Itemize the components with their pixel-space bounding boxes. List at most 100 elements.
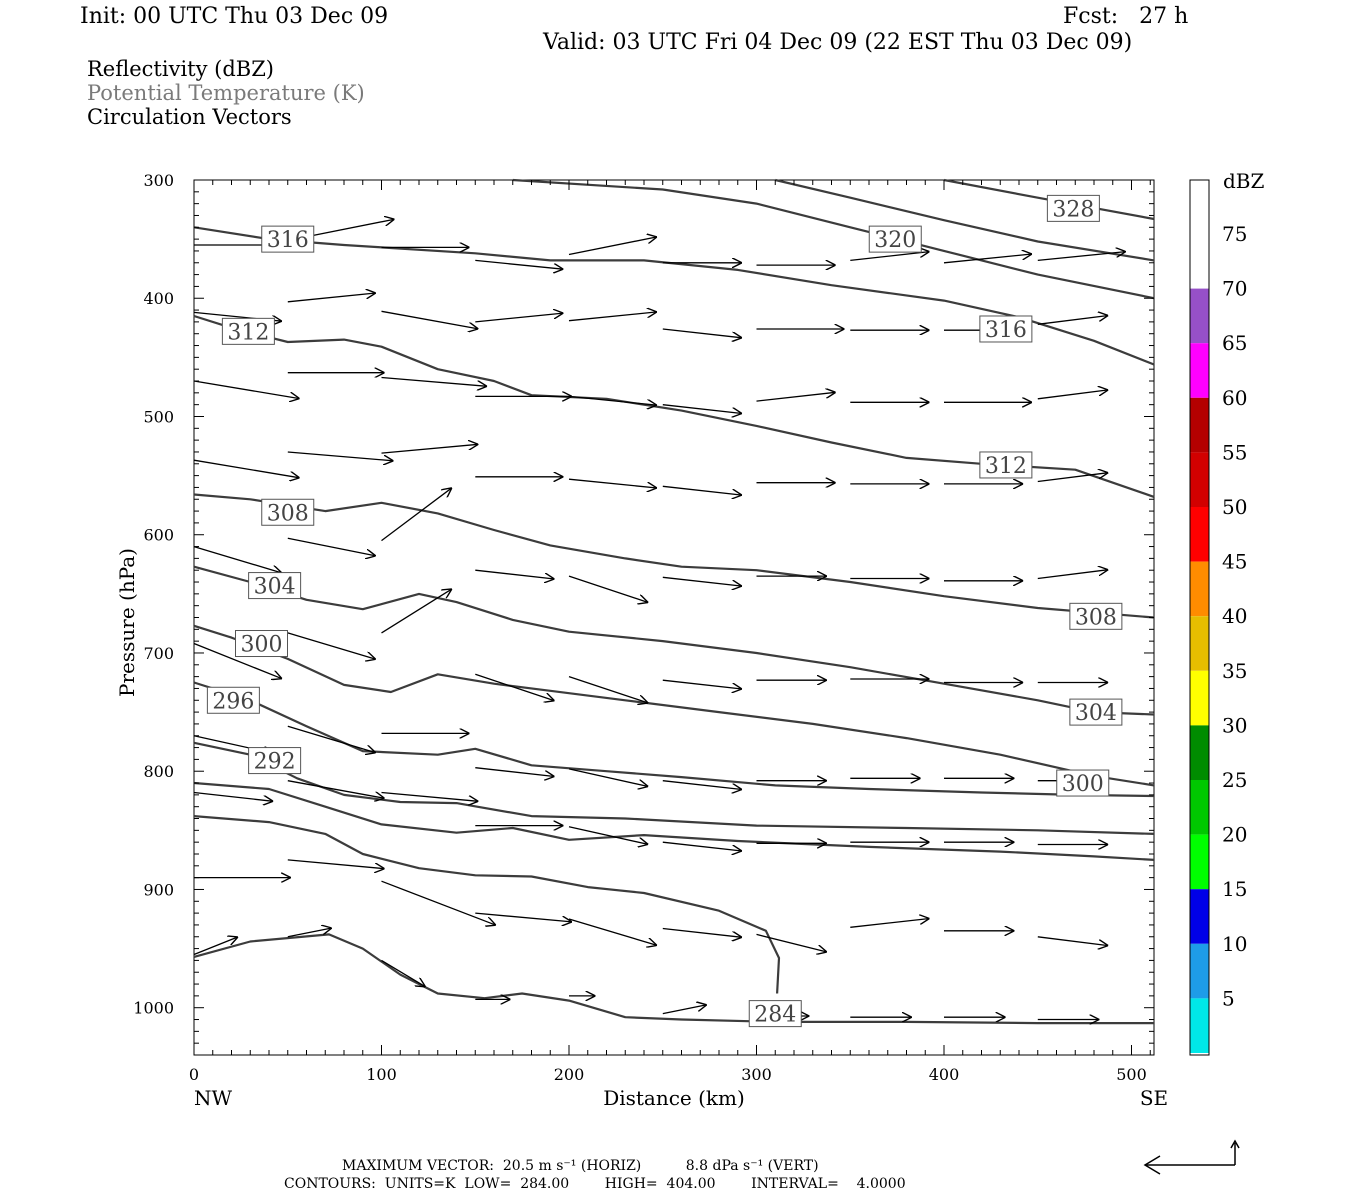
contour-label-284: 284 — [754, 1003, 796, 1028]
contour-line-296 — [193, 681, 1155, 798]
circulation-vector — [381, 376, 488, 387]
circulation-vector — [1037, 252, 1126, 262]
colorbar-label: 25 — [1222, 768, 1247, 792]
x-left-end-label: NW — [194, 1086, 233, 1110]
contour-label-box — [261, 225, 315, 253]
contour-label-box — [1046, 194, 1100, 222]
circulation-vector — [381, 959, 426, 986]
contour-line-284 — [193, 933, 1154, 1025]
circulation-vector — [662, 404, 742, 414]
colorbar-segment — [1190, 943, 1209, 999]
circulation-vector — [1037, 936, 1108, 946]
y-tick-label: 400 — [143, 289, 174, 308]
contour-line-300 — [193, 624, 1155, 787]
circulation-vector — [287, 928, 332, 938]
colorbar-segment — [1190, 397, 1209, 453]
contour-line-288 — [193, 781, 1155, 861]
colorbar-segment — [1190, 507, 1209, 562]
circulation-vector — [1037, 570, 1108, 580]
y-tick-label: 600 — [143, 526, 174, 545]
contour-label-316: 316 — [985, 318, 1027, 343]
colorbar-segment — [1190, 616, 1209, 671]
colorbar-label: 55 — [1222, 440, 1247, 464]
circulation-vector — [475, 569, 554, 579]
circulation-vector — [193, 459, 300, 478]
field-circulation-vectors: Circulation Vectors — [87, 105, 292, 129]
x-tick-label: 200 — [554, 1065, 585, 1084]
circulation-vector — [287, 632, 376, 659]
forecast-hour: Fcst: 27 h — [1063, 4, 1189, 29]
contour-label-box — [248, 747, 302, 775]
contour-label-296: 296 — [212, 689, 254, 714]
circulation-vector — [662, 679, 742, 689]
colorbar-segment — [1190, 834, 1209, 890]
circulation-vector — [662, 841, 742, 851]
circulation-vector — [662, 780, 742, 790]
colorbar-segment — [1190, 343, 1209, 398]
contour-label-box — [1056, 769, 1110, 797]
y-tick-label: 500 — [143, 407, 174, 426]
circulation-vector — [475, 912, 572, 922]
contour-label-box — [1069, 698, 1123, 726]
y-tick-label: 900 — [143, 880, 174, 899]
contour-label-328: 328 — [1052, 197, 1094, 222]
colorbar-label: 65 — [1222, 331, 1247, 355]
colorbar-frame — [1189, 179, 1210, 1056]
contour-label-304: 304 — [1075, 701, 1117, 726]
circulation-vector — [568, 395, 657, 405]
circulation-vector — [662, 485, 742, 495]
colorbar-label: 60 — [1222, 386, 1247, 410]
circulation-vector — [568, 826, 648, 845]
contour-label-box — [979, 315, 1033, 343]
circulation-vector — [381, 791, 479, 802]
init-time: Init: 00 UTC Thu 03 Dec 09 — [80, 4, 389, 29]
circulation-vector — [850, 252, 929, 262]
y-tick-label: 700 — [143, 644, 174, 663]
circulation-vector — [568, 237, 657, 256]
circulation-vector — [381, 880, 496, 925]
colorbar-top-segment — [1190, 180, 1209, 234]
circulation-vector — [568, 312, 657, 322]
circulation-vector — [193, 642, 282, 679]
colorbar-segment — [1190, 670, 1209, 726]
colorbar-label: 5 — [1222, 986, 1235, 1010]
contour-label-box — [206, 686, 260, 714]
contour-line-308 — [193, 493, 1155, 619]
y-axis-title: Pressure (hPa) — [115, 548, 139, 697]
circulation-vector — [568, 918, 657, 945]
circulation-vector — [1037, 390, 1108, 400]
circulation-vector — [568, 768, 648, 787]
colorbar-label: 40 — [1222, 604, 1247, 628]
colorbar-label: 75 — [1222, 222, 1247, 246]
circulation-vector — [381, 444, 479, 454]
circulation-vector — [381, 589, 452, 634]
contour-label-300: 300 — [1062, 772, 1104, 797]
circulation-vector — [381, 488, 452, 542]
colorbar-segment — [1190, 725, 1209, 780]
circulation-vector — [1037, 473, 1108, 483]
contour-label-box — [1069, 602, 1123, 630]
colorbar-label: 20 — [1222, 823, 1247, 847]
circulation-vector — [475, 767, 554, 777]
colorbar-label: 45 — [1222, 550, 1247, 574]
circulation-vector — [756, 392, 836, 402]
contour-label-320: 320 — [874, 228, 916, 253]
colorbar-segment — [1190, 561, 1209, 617]
circulation-vector — [662, 328, 742, 338]
contour-label-box — [748, 1000, 802, 1028]
x-tick-label: 100 — [366, 1065, 397, 1084]
circulation-vector — [475, 313, 563, 323]
contour-label-box — [868, 225, 922, 253]
contour-label-312: 312 — [985, 454, 1027, 479]
contour-line-288 — [193, 815, 781, 994]
contour-label-box — [221, 317, 275, 345]
circulation-vector — [475, 259, 563, 269]
circulation-vector — [475, 673, 554, 700]
circulation-vector — [1037, 316, 1108, 325]
colorbar-segment — [1190, 998, 1209, 1053]
circulation-vector — [568, 478, 657, 488]
contour-line-328 — [943, 178, 1155, 221]
valid-time: Valid: 03 UTC Fri 04 Dec 09 (22 EST Thu … — [543, 30, 1133, 55]
contour-label-box — [235, 630, 288, 658]
